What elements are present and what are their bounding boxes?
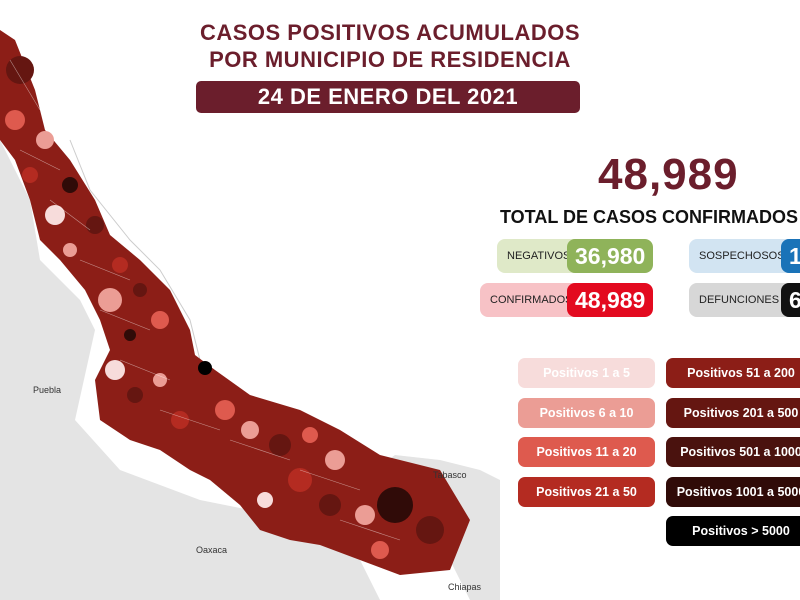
municipality-shade bbox=[112, 257, 128, 273]
legend-item-21-50: Positivos 21 a 50 bbox=[518, 477, 655, 507]
municipality-shade bbox=[98, 288, 122, 312]
municipality-shade bbox=[215, 400, 235, 420]
legend-item-51-200: Positivos 51 a 200 bbox=[666, 358, 800, 388]
legend-item-501-1000: Positivos 501 a 1000 bbox=[666, 437, 800, 467]
municipalities bbox=[5, 56, 444, 559]
sospechosos-label: SOSPECHOSOS bbox=[699, 250, 785, 262]
legend-item-over-5000: Positivos > 5000 bbox=[666, 516, 800, 546]
defunciones-value: 6 bbox=[781, 283, 800, 317]
negativos-label: NEGATIVOS bbox=[507, 250, 571, 262]
municipality-shade bbox=[198, 361, 212, 375]
municipality-shade bbox=[371, 541, 389, 559]
legend-item-11-20: Positivos 11 a 20 bbox=[518, 437, 655, 467]
municipality-borders bbox=[9, 59, 401, 541]
legend-item-1-5: Positivos 1 a 5 bbox=[518, 358, 655, 388]
municipality-shade bbox=[241, 421, 259, 439]
municipality-shade bbox=[288, 468, 312, 492]
title-line-2: POR MUNICIPIO DE RESIDENCIA bbox=[209, 47, 571, 72]
confirmados-label: CONFIRMADOS bbox=[490, 294, 573, 306]
confirmados-value: 48,989 bbox=[567, 283, 653, 317]
municipality-shade bbox=[22, 167, 38, 183]
state-label-tabasco: Tabasco bbox=[433, 470, 467, 480]
negativos-pill: NEGATIVOS 36,980 bbox=[497, 239, 653, 273]
municipality-shade bbox=[151, 311, 169, 329]
municipality-shade bbox=[6, 56, 34, 84]
municipality-shade bbox=[133, 283, 147, 297]
legend-item-6-10: Positivos 6 a 10 bbox=[518, 398, 655, 428]
state-label-oaxaca: Oaxaca bbox=[196, 545, 228, 555]
confirmados-pill: CONFIRMADOS 48,989 bbox=[480, 283, 653, 317]
municipality-shade bbox=[319, 494, 341, 516]
municipality-shade bbox=[153, 373, 167, 387]
municipality-shade bbox=[124, 329, 136, 341]
total-cases-number: 48,989 bbox=[598, 150, 739, 199]
sospechosos-pill: SOSPECHOSOS 10 bbox=[689, 239, 800, 273]
title-line-1: CASOS POSITIVOS ACUMULADOS bbox=[199, 20, 581, 45]
veracruz-state bbox=[0, 30, 470, 575]
negativos-value: 36,980 bbox=[567, 239, 653, 273]
state-label-puebla: Puebla bbox=[33, 385, 62, 395]
defunciones-pill: DEFUNCIONES 6 bbox=[689, 283, 800, 317]
sospechosos-value: 10 bbox=[781, 239, 800, 273]
municipality-shade bbox=[257, 492, 273, 508]
municipality-shade bbox=[45, 205, 65, 225]
municipality-shade bbox=[63, 243, 77, 257]
municipality-shade bbox=[105, 360, 125, 380]
municipality-shade bbox=[269, 434, 291, 456]
municipality-shade bbox=[171, 411, 189, 429]
municipality-shade bbox=[377, 487, 413, 523]
municipality-shade bbox=[325, 450, 345, 470]
municipality-shade bbox=[416, 516, 444, 544]
municipality-shade bbox=[355, 505, 375, 525]
state-label-chiapas: Chiapas bbox=[448, 582, 482, 592]
municipality-shade bbox=[86, 216, 104, 234]
municipality-shade bbox=[127, 387, 143, 403]
legend-item-1001-5000: Positivos 1001 a 5000 bbox=[666, 477, 800, 507]
municipality-shade bbox=[36, 131, 54, 149]
municipality-shade bbox=[62, 177, 78, 193]
defunciones-label: DEFUNCIONES bbox=[699, 294, 780, 306]
municipality-shade bbox=[5, 110, 25, 130]
neighbor-states-region bbox=[0, 140, 380, 600]
municipality-shade bbox=[302, 427, 318, 443]
legend-item-201-500: Positivos 201 a 500 bbox=[666, 398, 800, 428]
total-cases-label: TOTAL DE CASOS CONFIRMADOS bbox=[500, 207, 799, 227]
date-banner: 24 DE ENERO DEL 2021 bbox=[196, 81, 580, 113]
